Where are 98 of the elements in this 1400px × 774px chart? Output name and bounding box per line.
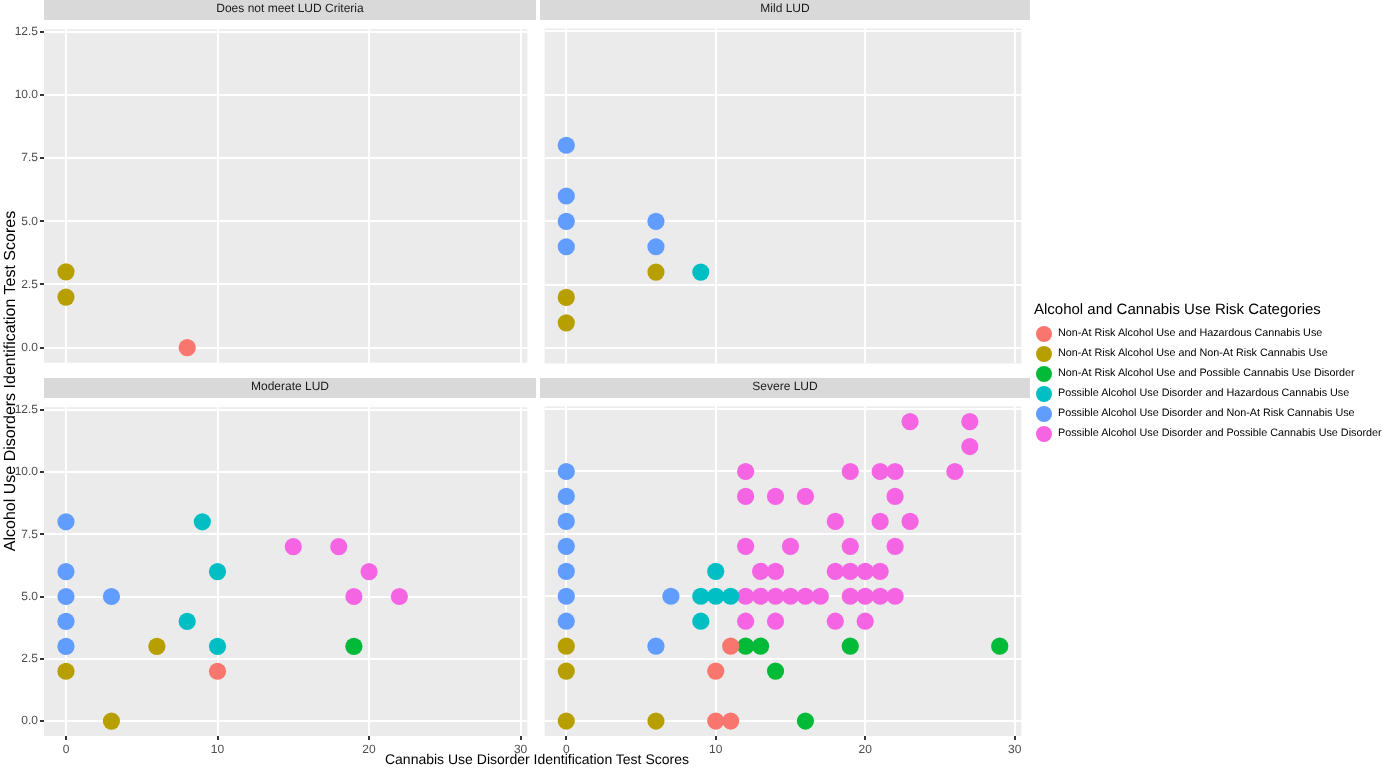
point bbox=[284, 538, 302, 556]
point bbox=[826, 512, 844, 530]
point bbox=[557, 187, 575, 205]
point bbox=[57, 563, 75, 581]
point bbox=[557, 487, 575, 506]
point bbox=[886, 537, 904, 555]
point bbox=[901, 412, 919, 431]
point bbox=[102, 587, 121, 606]
point bbox=[707, 562, 725, 580]
point bbox=[856, 612, 874, 630]
point bbox=[148, 637, 166, 655]
point bbox=[751, 587, 770, 605]
point bbox=[766, 562, 785, 580]
point bbox=[722, 637, 740, 655]
point bbox=[178, 339, 196, 357]
point bbox=[360, 563, 378, 581]
point bbox=[841, 637, 859, 655]
point bbox=[647, 637, 665, 655]
point bbox=[390, 587, 408, 606]
point bbox=[707, 662, 725, 680]
point bbox=[737, 462, 755, 481]
point bbox=[766, 612, 785, 630]
point bbox=[751, 562, 770, 580]
point bbox=[737, 487, 755, 506]
point bbox=[811, 587, 829, 605]
point bbox=[345, 587, 363, 606]
point bbox=[345, 637, 363, 655]
point bbox=[871, 512, 889, 530]
point bbox=[557, 612, 575, 630]
point bbox=[557, 314, 575, 332]
point bbox=[557, 288, 575, 307]
point bbox=[557, 238, 575, 256]
point bbox=[946, 462, 964, 481]
point bbox=[841, 562, 859, 580]
point bbox=[781, 587, 800, 605]
point bbox=[557, 712, 575, 730]
point bbox=[647, 712, 665, 730]
point bbox=[692, 263, 710, 281]
point bbox=[647, 263, 665, 281]
point bbox=[707, 712, 725, 730]
point bbox=[841, 462, 859, 481]
point bbox=[557, 537, 575, 555]
point bbox=[662, 587, 680, 605]
point bbox=[751, 637, 770, 655]
point bbox=[961, 412, 979, 431]
point bbox=[826, 562, 844, 580]
point bbox=[796, 587, 815, 605]
point bbox=[557, 136, 575, 154]
point bbox=[991, 637, 1009, 655]
point bbox=[766, 662, 785, 680]
point bbox=[557, 637, 575, 655]
point bbox=[557, 462, 575, 481]
point bbox=[557, 562, 575, 580]
point bbox=[737, 612, 755, 630]
point bbox=[841, 537, 859, 555]
point bbox=[871, 462, 889, 481]
point bbox=[102, 712, 121, 730]
point bbox=[557, 512, 575, 530]
point bbox=[781, 537, 800, 555]
point bbox=[557, 212, 575, 230]
point bbox=[57, 587, 75, 606]
point bbox=[57, 263, 75, 281]
point bbox=[737, 537, 755, 555]
point bbox=[901, 512, 919, 530]
point bbox=[722, 587, 740, 605]
point bbox=[57, 637, 75, 655]
point bbox=[57, 612, 75, 631]
point bbox=[557, 587, 575, 605]
point bbox=[57, 662, 75, 680]
point bbox=[722, 712, 740, 730]
point bbox=[193, 513, 211, 531]
point bbox=[766, 587, 785, 605]
point bbox=[871, 587, 889, 605]
point bbox=[796, 712, 815, 730]
point bbox=[796, 487, 815, 506]
point bbox=[647, 212, 665, 230]
point bbox=[886, 462, 904, 481]
point bbox=[826, 612, 844, 630]
point bbox=[208, 563, 227, 581]
point bbox=[841, 587, 859, 605]
point bbox=[871, 562, 889, 580]
point bbox=[961, 437, 979, 456]
point bbox=[647, 238, 665, 256]
point bbox=[766, 487, 785, 506]
point bbox=[856, 587, 874, 605]
point bbox=[330, 538, 348, 556]
point bbox=[57, 288, 75, 306]
point bbox=[692, 587, 710, 605]
point bbox=[57, 513, 75, 531]
point bbox=[692, 612, 710, 630]
point bbox=[557, 662, 575, 680]
point bbox=[886, 487, 904, 506]
point bbox=[178, 612, 196, 631]
point bbox=[886, 587, 904, 605]
point bbox=[856, 562, 874, 580]
point bbox=[707, 587, 725, 605]
point bbox=[208, 637, 227, 655]
point bbox=[208, 662, 227, 680]
